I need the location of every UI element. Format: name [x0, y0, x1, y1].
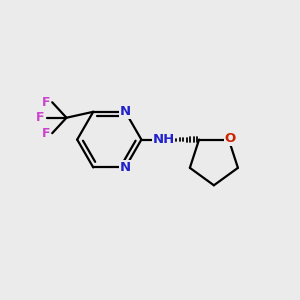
Text: F: F: [42, 127, 51, 140]
Text: O: O: [225, 132, 236, 145]
Text: N: N: [120, 105, 131, 118]
Text: N: N: [120, 161, 131, 174]
Text: NH: NH: [152, 133, 175, 146]
Text: F: F: [36, 111, 45, 124]
Text: F: F: [42, 96, 51, 109]
